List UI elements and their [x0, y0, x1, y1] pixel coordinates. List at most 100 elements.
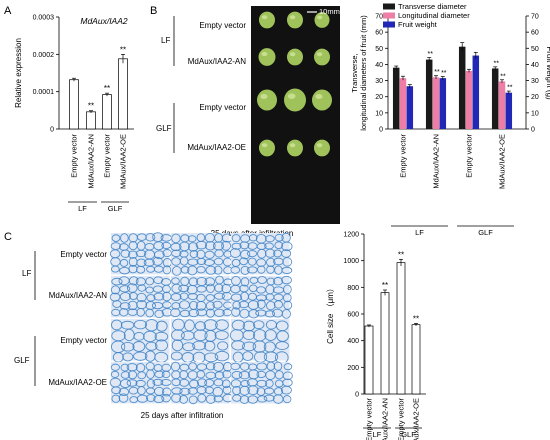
micrograph-tile [231, 319, 290, 361]
cell-outline [152, 378, 164, 386]
cell-outline [264, 329, 277, 341]
category-label: Empty vector [103, 134, 112, 178]
cell-outline [153, 276, 164, 284]
cell-outline [242, 341, 257, 352]
bar [364, 325, 374, 395]
cell-outline [136, 394, 149, 403]
y-tick-label: 40 [375, 62, 383, 69]
fruit-photo-panel: 10mm [251, 6, 340, 224]
cell-outline [120, 371, 131, 379]
cell-outline [118, 387, 130, 396]
cell-outline [111, 386, 122, 395]
cell-outline [171, 283, 182, 294]
cell-outline [204, 250, 215, 259]
cell-outline [133, 351, 148, 361]
category-label: Empty vector [397, 398, 406, 440]
y-tick-label: 20 [375, 94, 383, 101]
fruit-image [312, 89, 332, 111]
cell-outline [196, 386, 207, 395]
cell-outline [153, 241, 165, 251]
fruit-row-labels: LF GLF Empty vector MdAux/IAA2-AN Empty vect… [156, 16, 246, 153]
cell-outline [238, 370, 251, 380]
cell-outline [118, 393, 129, 403]
cell-outline [203, 352, 219, 363]
cell-outline [192, 340, 207, 351]
y-tick-label: 50 [375, 46, 383, 53]
cell-outline [242, 329, 256, 340]
cell-outline [154, 309, 164, 319]
cell-outline [152, 256, 163, 266]
cell-outline [194, 321, 207, 331]
cell-outline [239, 362, 250, 371]
cell-outline [231, 242, 242, 250]
group-label: LF [415, 228, 424, 237]
y-tick-label: 600 [347, 312, 359, 319]
cell-outline [242, 320, 256, 332]
y-tick-label: 0.0001 [33, 89, 55, 96]
significance-mark: ** [507, 85, 513, 92]
cell-outline [248, 309, 260, 319]
cell-outline [282, 293, 292, 303]
fruit-highlight [261, 143, 268, 148]
significance-mark: ** [382, 281, 388, 290]
significance-mark: ** [104, 84, 110, 93]
category-label: MdAux/IAA2-AN [432, 134, 441, 189]
cell-outline [188, 395, 198, 405]
cell-outline [212, 300, 223, 309]
cell-outline [204, 277, 216, 287]
micrograph-caption: 25 days after infiltration [141, 411, 224, 420]
micrograph-tile [231, 362, 290, 404]
cell-outline [187, 242, 199, 252]
cell-outline [161, 393, 171, 403]
y-tick-label: 30 [531, 78, 539, 85]
cell-outline [246, 266, 258, 274]
fruit-highlight [261, 15, 268, 20]
cell-outline [230, 284, 241, 294]
cell-outline [257, 395, 268, 403]
cell-outline [135, 249, 147, 258]
y-tick-label: 10 [531, 110, 539, 117]
y-tick-label: 20 [531, 94, 539, 101]
cell-outline [188, 362, 198, 371]
cell-outline [180, 330, 195, 341]
cell-outline [119, 302, 131, 310]
cell-outline [213, 378, 224, 387]
significance-mark: ** [500, 73, 506, 80]
cell-outline [143, 330, 157, 343]
row-label: MdAux/IAA2-OE [187, 143, 246, 152]
bar [380, 292, 390, 395]
fruit-highlight [289, 15, 296, 20]
category-label: MdAux/IAA2-OE [498, 134, 507, 189]
y-tick-label: 60 [531, 30, 539, 37]
cell-outline [265, 379, 274, 388]
group-label: LF [373, 430, 382, 439]
cell-outline [263, 394, 275, 402]
cell-outline [239, 395, 250, 404]
bar [505, 92, 513, 129]
cell-outline [154, 250, 165, 260]
cell-outline [170, 293, 182, 302]
cell-outline [179, 370, 189, 380]
significance-mark: ** [434, 69, 440, 76]
cell-outline [136, 307, 145, 317]
cell-outline [273, 277, 284, 286]
cell-outline [253, 320, 265, 330]
cell-outline [188, 308, 200, 318]
cell-outline [180, 266, 190, 274]
cell-outline [110, 363, 120, 371]
cell-outline [281, 266, 293, 274]
cell-outline [153, 292, 165, 301]
legend-label: Transverse diameter [398, 2, 467, 11]
cell-outline [217, 341, 229, 351]
cell-outline [248, 234, 258, 242]
cell-outline [266, 257, 276, 267]
cell-outline [120, 249, 131, 258]
cell-outline [111, 234, 121, 242]
cell-outline [205, 294, 215, 302]
fruit-image [314, 48, 330, 66]
cell-outline [239, 257, 249, 266]
cell-outline [162, 284, 171, 294]
cell-outline [127, 300, 138, 311]
cell-outline [196, 370, 206, 379]
